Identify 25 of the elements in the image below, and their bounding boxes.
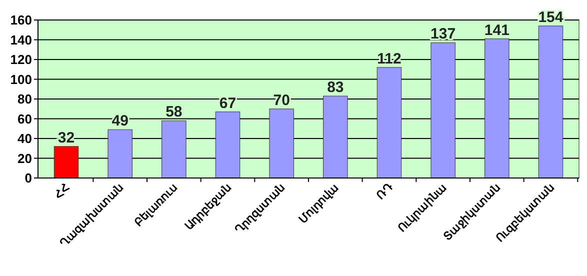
bar — [538, 26, 564, 178]
data-label: 58 — [166, 104, 182, 121]
data-label: 83 — [327, 79, 344, 96]
data-label: 137 — [430, 26, 456, 43]
bar — [215, 112, 240, 178]
bar — [484, 38, 510, 178]
y-tick-label: 20 — [18, 150, 32, 166]
y-tick-label: 120 — [10, 52, 32, 68]
y-tick-label: 0 — [24, 170, 32, 186]
bar — [323, 96, 348, 178]
bar — [376, 67, 402, 178]
y-tick-label: 140 — [10, 32, 32, 48]
bar — [162, 120, 186, 178]
y-tick-label: 160 — [10, 12, 32, 28]
data-label: 141 — [484, 22, 510, 39]
y-tick-label: 100 — [10, 72, 32, 87]
data-label: 67 — [219, 94, 236, 112]
y-tick-label: 60 — [18, 111, 32, 126]
y-tick-label: 80 — [18, 92, 32, 107]
bar — [430, 42, 456, 178]
bar — [269, 108, 294, 178]
bar — [54, 146, 79, 178]
y-tick-label: 40 — [18, 131, 32, 146]
x-tick-label: ՌԴ — [374, 180, 396, 202]
bar — [108, 129, 132, 178]
